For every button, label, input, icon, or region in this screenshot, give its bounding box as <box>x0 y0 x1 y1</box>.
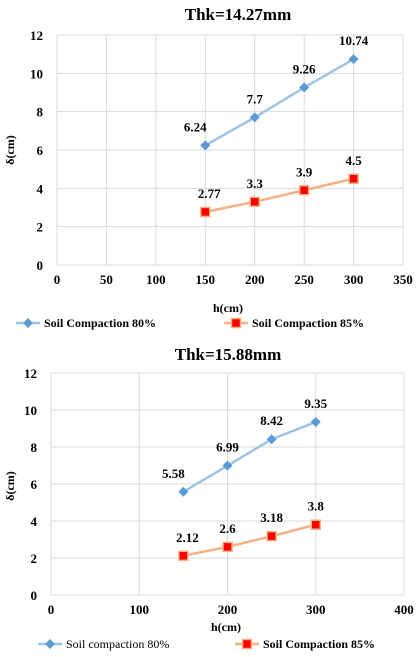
x-tick-label: 50 <box>100 272 113 287</box>
data-point <box>249 112 260 123</box>
data-label: 6.24 <box>184 119 207 134</box>
y-tick-label: 12 <box>30 28 43 43</box>
x-axis-label: h(cm) <box>213 301 243 315</box>
data-label: 2.77 <box>198 186 221 201</box>
data-point <box>298 185 310 196</box>
x-tick-label: 0 <box>54 272 61 287</box>
data-point <box>310 417 321 428</box>
data-label: 3.18 <box>260 510 283 525</box>
series-line <box>183 523 317 558</box>
data-label: 2.6 <box>219 521 236 536</box>
data-label: 2.12 <box>176 530 199 545</box>
data-point <box>266 530 277 542</box>
y-tick-label: 6 <box>31 477 38 492</box>
data-point <box>348 54 359 65</box>
data-point <box>310 519 321 530</box>
data-label: 9.35 <box>304 396 327 411</box>
data-point <box>200 140 211 151</box>
x-tick-label: 300 <box>344 272 364 287</box>
data-label: 10.74 <box>339 33 369 48</box>
y-tick-label: 2 <box>37 220 44 235</box>
legend-marker <box>45 639 55 649</box>
legend-label: Soil Compaction 85% <box>252 316 364 330</box>
x-tick-label: 250 <box>294 272 314 287</box>
data-point <box>222 541 233 553</box>
y-tick-label: 10 <box>24 403 37 418</box>
legend-label: Soil Compaction 80% <box>44 316 156 330</box>
y-tick-label: 0 <box>37 258 44 273</box>
data-label: 3.3 <box>247 176 264 191</box>
x-tick-label: 400 <box>394 602 414 617</box>
data-point <box>266 434 277 445</box>
x-tick-label: 300 <box>306 602 326 617</box>
data-label: 3.8 <box>308 499 325 514</box>
y-tick-label: 6 <box>37 143 44 158</box>
data-label: 7.7 <box>247 91 264 106</box>
series-line <box>204 58 355 147</box>
chart-title: Thk=14.27mm <box>185 5 292 24</box>
y-axis-label: δ(cm) <box>3 471 17 501</box>
y-tick-label: 10 <box>30 66 43 81</box>
y-tick-label: 8 <box>31 440 38 455</box>
legend-marker <box>230 317 242 329</box>
x-tick-label: 200 <box>245 272 265 287</box>
legend-label: Soil Compaction 85% <box>263 637 375 651</box>
chart-title: Thk=15.88mm <box>175 345 282 364</box>
data-point <box>200 206 211 218</box>
legend-label: Soil compaction 80% <box>66 637 169 651</box>
data-point <box>299 82 310 93</box>
data-point <box>178 486 189 497</box>
y-tick-label: 12 <box>24 366 37 381</box>
chart-thk-15-88: Thk=15.88mm h(cm) δ(cm) 0 100 200 300 400 0 2… <box>3 345 414 651</box>
legend-marker <box>23 318 33 328</box>
y-tick-label: 8 <box>37 105 44 120</box>
x-tick-label: 200 <box>218 602 238 617</box>
y-tick-label: 4 <box>37 181 44 196</box>
x-tick-label: 100 <box>130 602 150 617</box>
data-point <box>249 196 260 207</box>
x-axis-label: h(cm) <box>211 620 241 634</box>
chart-thk-14-27: Thk=14.27mm h(cm) δ(cm) 0 50 100 150 200 250 3… <box>3 5 413 330</box>
data-label: 8.42 <box>260 413 283 428</box>
data-label: 5.58 <box>162 466 185 481</box>
legend-marker <box>241 638 253 650</box>
data-point <box>348 173 359 184</box>
y-tick-label: 0 <box>31 588 38 603</box>
series-line <box>182 420 317 493</box>
data-label: 3.9 <box>296 164 313 179</box>
x-tick-label: 150 <box>196 272 216 287</box>
x-tick-label: 0 <box>48 602 55 617</box>
data-label: 9.26 <box>293 62 316 77</box>
series-line <box>205 177 354 214</box>
y-tick-label: 4 <box>31 514 38 529</box>
data-label: 6.99 <box>216 440 239 455</box>
x-tick-label: 100 <box>146 272 166 287</box>
y-tick-label: 2 <box>31 551 38 566</box>
data-label: 4.5 <box>345 153 362 168</box>
data-point <box>222 460 233 471</box>
data-point <box>178 550 189 562</box>
y-axis-label: δ(cm) <box>3 135 17 165</box>
x-tick-label: 350 <box>393 272 413 287</box>
